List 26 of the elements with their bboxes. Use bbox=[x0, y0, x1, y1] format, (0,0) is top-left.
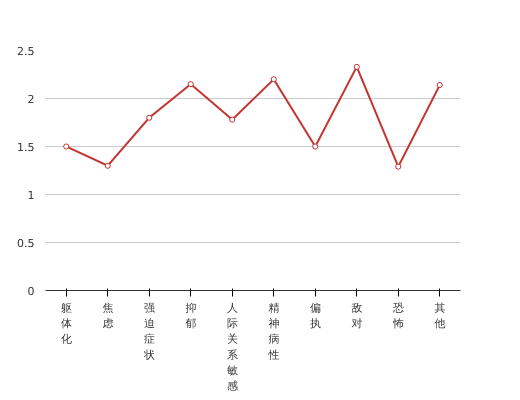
point bbox=[188, 81, 194, 88]
y-tick-label: 1 bbox=[28, 189, 34, 202]
point bbox=[354, 64, 360, 70]
x-tick-label: 躯体化 bbox=[60, 302, 72, 346]
point bbox=[104, 162, 111, 169]
x-tick-label: 恐怖 bbox=[392, 302, 404, 330]
y-tick-label: 2.5 bbox=[17, 45, 35, 58]
y-tick-label: 0.5 bbox=[17, 237, 35, 250]
x-tick-label: 强迫症状 bbox=[142, 302, 155, 362]
x-tick-label: 焦虑 bbox=[102, 302, 114, 330]
x-tick-label: 精神病性 bbox=[267, 302, 280, 362]
point bbox=[146, 114, 152, 121]
point bbox=[270, 76, 277, 82]
x-tick-label: 人际关系敏感 bbox=[226, 302, 238, 392]
point bbox=[395, 164, 402, 170]
point bbox=[63, 144, 70, 150]
x-tick-label: 偏执 bbox=[310, 302, 321, 330]
point bbox=[436, 82, 443, 88]
y-tick-label: 0 bbox=[28, 285, 34, 298]
point bbox=[229, 116, 236, 123]
y-tick-label: 2 bbox=[28, 93, 34, 106]
x-tick-label: 敌对 bbox=[351, 302, 362, 330]
x-tick-label: 抑郁 bbox=[185, 302, 196, 330]
point bbox=[312, 144, 318, 150]
y-tick-label: 1.5 bbox=[17, 141, 35, 154]
x-tick-label: 其他 bbox=[434, 302, 446, 330]
